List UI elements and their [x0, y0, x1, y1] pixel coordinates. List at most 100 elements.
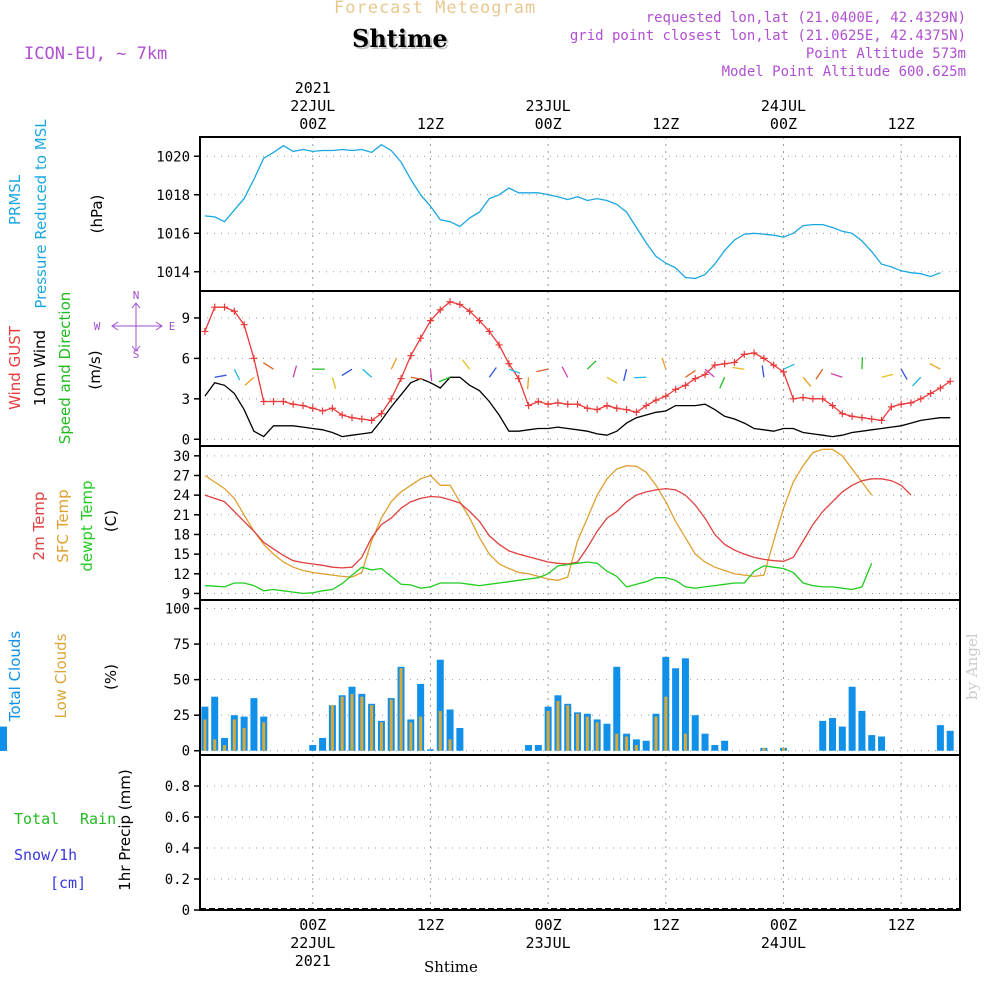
gust-marker: [829, 402, 837, 410]
gust-marker: [623, 406, 631, 414]
time-label-bottom: 22JUL: [290, 934, 335, 952]
wind-direction-arrow: [331, 377, 337, 389]
time-label-bottom: 00Z: [770, 916, 797, 934]
low-cloud-bar: [546, 710, 550, 751]
compass-s: S: [133, 348, 140, 361]
panel-frame-temperature: [199, 445, 961, 601]
wind-direction-arrow: [586, 360, 597, 370]
gust-marker: [299, 402, 307, 410]
gust-marker: [270, 398, 278, 406]
gust-marker: [642, 402, 650, 410]
total-cloud-bar: [221, 737, 229, 751]
gust-marker: [779, 368, 787, 376]
y-tick-label: 21: [173, 508, 190, 524]
total-cloud-bar: [426, 749, 434, 751]
gust-marker: [279, 398, 287, 406]
gust-marker: [681, 381, 689, 389]
gust-marker: [927, 389, 935, 397]
gust-marker: [534, 398, 542, 406]
total-label: Total: [14, 810, 59, 828]
y-tick-label: 75: [173, 637, 190, 653]
y-tick-label: 30: [173, 449, 190, 465]
clouds-unit-label: (%): [102, 664, 120, 690]
gust-marker: [426, 317, 434, 325]
gust-marker: [652, 396, 660, 404]
gust-marker: [613, 404, 621, 412]
total-cloud-bar: [319, 737, 327, 751]
time-label-top: 12Z: [888, 115, 915, 133]
gust-marker: [377, 410, 385, 418]
low-cloud-bar: [232, 719, 236, 751]
y-tick-label: 1016: [156, 226, 190, 242]
time-label-bottom: 00Z: [535, 916, 562, 934]
pressure-label-long: Pressure Reduced to MSL: [32, 119, 50, 309]
compass-e: E: [169, 320, 176, 333]
gust-marker: [917, 395, 925, 403]
gust-marker: [848, 412, 856, 420]
gust-marker: [858, 414, 866, 422]
low-cloud-bar: [566, 705, 570, 751]
gust-marker: [574, 400, 582, 408]
gust-marker: [456, 300, 464, 308]
y-tick-label: 1014: [156, 265, 190, 281]
low-clouds-label: Low Clouds: [52, 633, 70, 718]
wind-direction-arrow: [461, 359, 471, 370]
gust-marker: [230, 307, 238, 315]
gust-marker: [397, 375, 405, 383]
low-cloud-bar: [585, 716, 589, 751]
gust-label: Wind GUST: [6, 325, 24, 410]
y-tick-label: 0: [182, 744, 190, 760]
total-cloud-bar: [868, 735, 876, 751]
gust-marker: [417, 334, 425, 342]
wind-direction-arrow: [410, 376, 423, 380]
gust-marker: [672, 385, 680, 393]
total-cloud-bar: [672, 668, 680, 751]
gust-marker: [338, 411, 346, 419]
low-cloud-bar: [242, 727, 246, 751]
wind-direction-arrow: [704, 368, 715, 378]
wind-direction-arrow: [536, 368, 549, 373]
wind-direction-arrow: [719, 376, 726, 389]
low-cloud-bar: [262, 722, 266, 751]
y-tick-label: 1020: [156, 149, 190, 165]
compass-w: W: [94, 320, 101, 333]
y-tick-label: 15: [173, 547, 190, 563]
low-cloud-bar: [683, 733, 687, 751]
low-cloud-bar: [762, 747, 766, 751]
gust-marker: [799, 393, 807, 401]
y-tick-label: 18: [173, 527, 190, 543]
panel-frame-pressure: [199, 136, 961, 292]
point-altitude: Point Altitude 573m: [805, 46, 966, 62]
pressure-line: [204, 143, 941, 280]
time-label-top: 00Z: [299, 115, 326, 133]
direction-label: Speed and Direction: [56, 292, 74, 445]
time-label-top: 2021: [295, 79, 331, 97]
gust-marker: [564, 400, 572, 408]
wind-direction-arrow: [881, 373, 894, 378]
time-label-top: 23JUL: [526, 97, 571, 115]
gust-marker: [946, 377, 954, 385]
wind-direction-arrow: [830, 372, 843, 378]
y-tick-label: 0.6: [165, 810, 190, 826]
gridpoint-coordinates: grid point closest lon,lat (21.0625E, 42…: [569, 28, 966, 44]
pressure-unit-label: (hPa): [88, 195, 106, 234]
low-cloud-bar: [409, 722, 413, 751]
y-tick-label: 50: [173, 673, 190, 689]
gust-marker: [515, 375, 523, 383]
gust-marker: [475, 317, 483, 325]
temp-2m-label: 2m Temp: [30, 492, 48, 561]
low-cloud-bar: [438, 710, 442, 751]
model-name: ICON-EU, ~ 7km: [24, 44, 168, 64]
total-cloud-bar: [642, 740, 650, 751]
total-cloud-bar: [681, 658, 689, 751]
total-clouds-label: Total Clouds: [6, 631, 24, 723]
gust-marker: [760, 354, 768, 362]
time-label-bottom: 12Z: [417, 916, 444, 934]
gust-marker: [348, 414, 356, 422]
gust-marker: [819, 395, 827, 403]
gust-marker: [662, 392, 670, 400]
low-cloud-bar: [595, 722, 599, 751]
wind-direction-arrow: [341, 368, 353, 377]
wind-direction-arrow: [761, 365, 765, 378]
